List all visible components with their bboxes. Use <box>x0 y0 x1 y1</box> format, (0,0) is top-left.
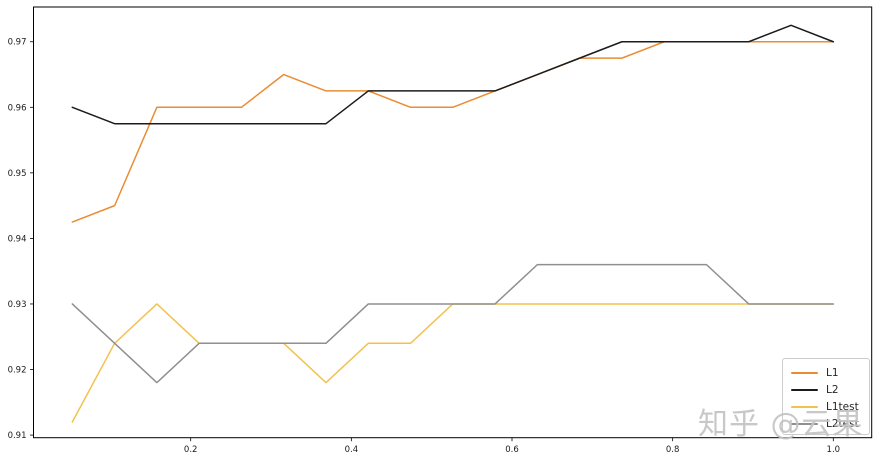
legend-item-l1test: L1test <box>791 398 869 415</box>
legend: L1 L2 L1test L2test <box>782 358 870 435</box>
y-tick-label: 0.91 <box>8 431 27 441</box>
watermark-text: 知乎 @云果 <box>698 407 864 442</box>
x-axis-ticks: 0.2 0.4 0.6 0.8 1.0 <box>184 437 841 455</box>
series-line-L1 <box>71 40 835 223</box>
series-lines <box>71 24 835 423</box>
legend-item-l2: L2 <box>791 381 869 398</box>
legend-label-l2: L2 <box>826 383 839 396</box>
x-tick-label: 0.8 <box>666 445 680 455</box>
x-tick-label: 0.2 <box>184 445 198 455</box>
y-tick-label: 0.95 <box>8 169 27 179</box>
series-line-L2test <box>71 263 835 384</box>
y-tick-label: 0.94 <box>8 234 27 244</box>
legend-swatch-l2test <box>791 422 818 425</box>
legend-swatch-l1test <box>791 405 818 408</box>
legend-item-l1: L1 <box>791 364 869 381</box>
x-tick-label: 0.6 <box>505 445 519 455</box>
watermark: 知乎 @云果 <box>698 407 864 443</box>
x-tick-label: 0.4 <box>345 445 359 455</box>
series-line-L1test <box>71 303 835 423</box>
y-tick-label: 0.96 <box>8 103 27 113</box>
y-axis-ticks: 0.91 0.92 0.93 0.94 0.95 0.96 0.97 <box>8 38 34 441</box>
y-tick-label: 0.92 <box>8 366 27 376</box>
y-tick-label: 0.97 <box>8 38 27 48</box>
legend-swatch-l2 <box>791 388 818 391</box>
legend-label-l2test: L2test <box>826 417 859 430</box>
legend-item-l2test: L2test <box>791 415 869 432</box>
x-tick-label: 1.0 <box>827 445 841 455</box>
legend-label-l1test: L1test <box>826 400 859 413</box>
plot-frame <box>33 6 873 439</box>
series-line-L2 <box>71 24 835 125</box>
legend-label-l1: L1 <box>826 366 839 379</box>
legend-swatch-l1 <box>791 371 818 374</box>
y-tick-label: 0.93 <box>8 300 27 310</box>
